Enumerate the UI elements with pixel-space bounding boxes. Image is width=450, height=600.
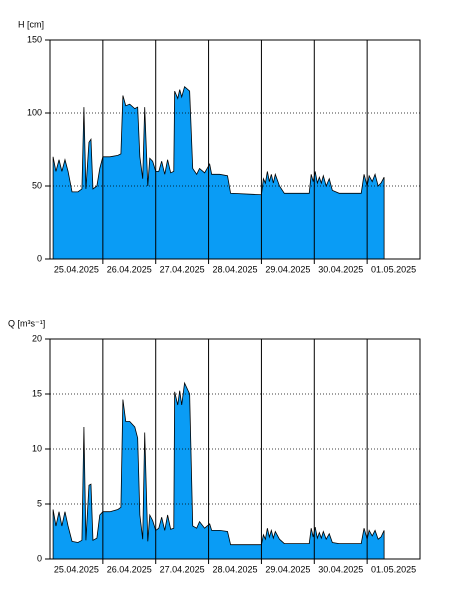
x-tick-label: 01.05.2025	[371, 264, 416, 274]
area	[52, 381, 385, 560]
y-tick-label: 20	[32, 333, 42, 343]
plot-frame	[49, 39, 421, 260]
y-tick-label: 0	[37, 253, 42, 263]
y-axis-label: Q [m³s⁻¹]	[8, 318, 45, 328]
x-tick-label: 30.04.2025	[318, 564, 363, 574]
x-tick-label: 25.04.2025	[54, 564, 99, 574]
y-tick-label: 150	[27, 34, 42, 44]
y-tick-label: 5	[37, 498, 42, 508]
x-tick-label: 25.04.2025	[54, 264, 99, 274]
x-tick-label: 01.05.2025	[371, 564, 416, 574]
x-tick-label: 26.04.2025	[107, 264, 152, 274]
y-tick-label: 15	[32, 388, 42, 398]
x-tick-label: 26.04.2025	[107, 564, 152, 574]
x-tick-label: 27.04.2025	[160, 564, 205, 574]
x-tick-label: 30.04.2025	[318, 264, 363, 274]
x-tick-label: 28.04.2025	[212, 564, 257, 574]
x-tick-label: 28.04.2025	[212, 264, 257, 274]
area	[52, 86, 385, 260]
y-tick-label: 50	[32, 180, 42, 190]
y-axis-label: H [cm]	[18, 19, 44, 29]
y-tick-label: 0	[37, 553, 42, 563]
y-tick-label: 100	[27, 107, 42, 117]
y-tick-label: 10	[32, 443, 42, 453]
x-tick-label: 29.04.2025	[265, 264, 310, 274]
x-tick-label: 29.04.2025	[265, 564, 310, 574]
x-tick-label: 27.04.2025	[160, 264, 205, 274]
